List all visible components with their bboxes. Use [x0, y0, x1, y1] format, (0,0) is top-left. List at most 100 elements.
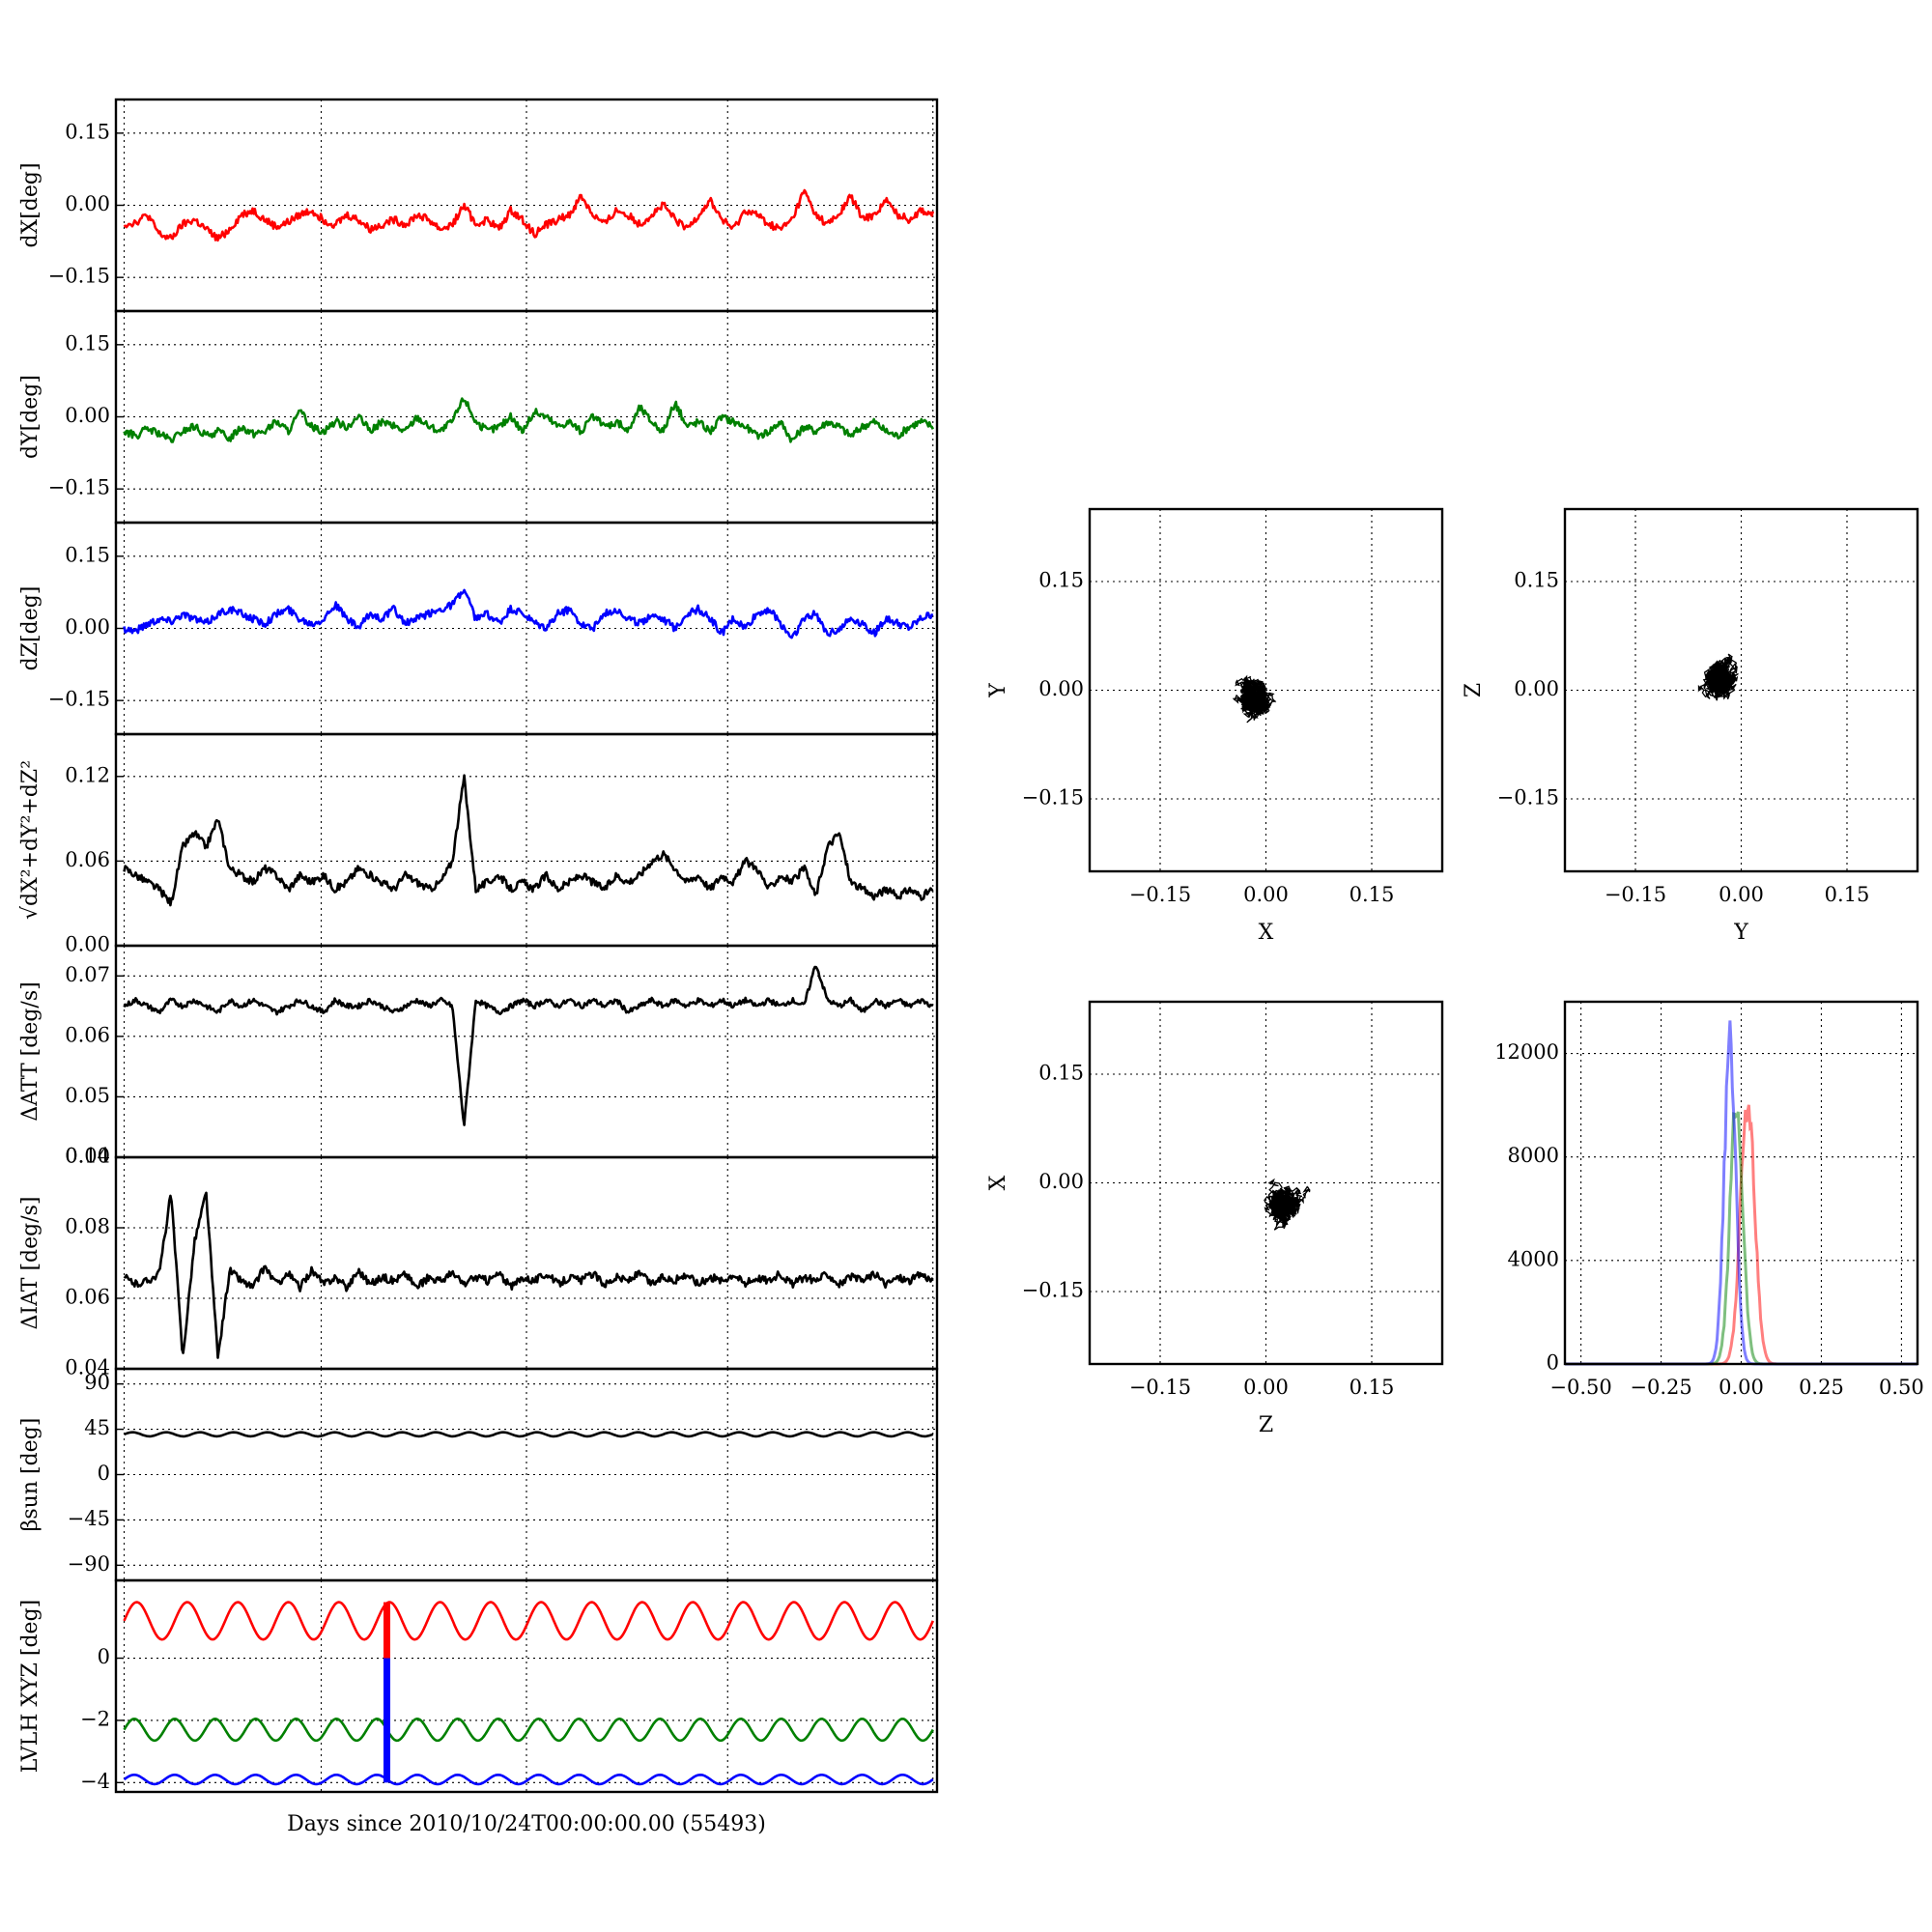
dr-ytick-label-1: 0.06 — [65, 848, 110, 871]
datt-ytick-label-3: 0.04 — [65, 1145, 110, 1168]
scatter_xy-xtick-label-0: −0.15 — [1129, 883, 1191, 906]
hist-ytick-label-0: 0 — [1547, 1351, 1559, 1375]
dx-ytick-label-1: 0.00 — [65, 192, 110, 215]
hist-ytick-label-1: 4000 — [1508, 1247, 1559, 1270]
lvlh-series-0-line — [123, 1601, 934, 1641]
lvlh-ytick-label-2: −4 — [80, 1770, 110, 1793]
beta-ytick-label-2: 0 — [98, 1462, 110, 1485]
scatter_zx-points — [1264, 1178, 1311, 1231]
dr-ytick-label-0: 0.12 — [65, 763, 110, 786]
dy-series-0-line — [123, 397, 934, 443]
dz-ytick-label-0: 0.15 — [65, 543, 110, 566]
shared-x-axis-label: Days since 2010/10/24T00:00:00.00 (55493… — [287, 1812, 766, 1836]
dy-ytick-label-1: 0.00 — [65, 404, 110, 427]
dz-ylabel: dZ[deg] — [18, 586, 43, 671]
dr-ylabel: √dX²+dY²+dZ² — [18, 760, 43, 920]
dx-ytick-label-2: −0.15 — [48, 265, 110, 288]
hist-xtick-label-0: −0.50 — [1549, 1376, 1611, 1399]
hist-frame — [1563, 1000, 1919, 1366]
lvlh-marker-blue — [384, 1658, 390, 1783]
hist-ytick-label-2: 8000 — [1508, 1144, 1559, 1167]
scatter_yz-xlabel: Y — [1733, 921, 1748, 945]
scatter_yz-ytick-label-2: 0.15 — [1514, 569, 1559, 592]
scatter_zx-xtick-label-1: 0.00 — [1243, 1376, 1289, 1399]
lvlh-frame — [114, 1578, 939, 1794]
panel-scatter_xy: −0.15 −0.15 0.00 0.00 0.15 0.15 X Y — [986, 507, 1444, 945]
beta-ytick-label-1: 45 — [84, 1416, 110, 1439]
scatter_zx-frame — [1088, 1000, 1444, 1366]
scatter_zx-ytick-label-1: 0.00 — [1038, 1170, 1084, 1193]
beta-ytick-label-0: 90 — [84, 1371, 110, 1394]
scatter_yz-frame — [1563, 507, 1919, 873]
scatter_yz-ytick-label-1: 0.00 — [1514, 677, 1559, 700]
lvlh-series-2-line — [123, 1774, 934, 1786]
beta-ytick-label-3: −45 — [68, 1507, 110, 1530]
scatter_xy-frame — [1088, 507, 1444, 873]
datt-series-0-line — [123, 965, 933, 1126]
panel-hist: −0.50 −0.25 0.00 0.25 0.50 0 4000 8000 12000 — [1494, 1000, 1924, 1399]
dz-ytick-label-1: 0.00 — [65, 615, 110, 639]
hist-ytick-label-3: 12000 — [1494, 1040, 1559, 1064]
scatter_yz-ylabel: Z — [1462, 683, 1486, 697]
diat-series-0-line — [123, 1191, 934, 1359]
beta-ytick-label-4: −90 — [68, 1552, 110, 1576]
dz-ytick-label-2: −0.15 — [48, 688, 110, 711]
dr-series-0-line — [123, 774, 934, 907]
datt-ytick-label-0: 0.07 — [65, 963, 110, 986]
dy-ytick-label-2: −0.15 — [48, 476, 110, 499]
scatter_xy-ytick-label-2: 0.15 — [1038, 569, 1084, 592]
diat-ytick-label-3: 0.04 — [65, 1356, 110, 1379]
diat-ytick-label-0: 0.10 — [65, 1145, 110, 1168]
lvlh-ytick-label-1: −2 — [80, 1707, 110, 1730]
dy-ytick-label-0: 0.15 — [65, 331, 110, 355]
dz-series-0-line — [123, 588, 934, 639]
scatter_yz-ytick-label-0: −0.15 — [1497, 786, 1559, 810]
scatter_yz-points — [1697, 653, 1739, 701]
lvlh-series-1-line — [123, 1718, 934, 1743]
dr-ytick-label-2: 0.00 — [65, 933, 110, 956]
scatter_zx-xtick-label-2: 0.15 — [1350, 1376, 1395, 1399]
beta-series-0-line — [124, 1431, 934, 1438]
dx-series-0-line — [123, 188, 935, 242]
datt-ytick-label-2: 0.05 — [65, 1084, 110, 1107]
panel-scatter_yz: −0.15 −0.15 0.00 0.00 0.15 0.15 Y Z — [1462, 507, 1919, 945]
hist-xtick-label-2: 0.00 — [1719, 1376, 1764, 1399]
lvlh-ytick-label-0: 0 — [98, 1645, 110, 1668]
scatter_xy-ylabel: Y — [986, 683, 1010, 698]
panel-diat: 0.10 0.08 0.06 0.04 ΔIAT [deg/s] — [18, 1145, 939, 1379]
scatter_yz-xtick-label-1: 0.00 — [1719, 883, 1764, 906]
dx-ytick-label-0: 0.15 — [65, 120, 110, 143]
panel-dr: 0.12 0.06 0.00 √dX²+dY²+dZ² — [18, 732, 939, 956]
scatter_xy-xtick-label-1: 0.00 — [1243, 883, 1289, 906]
scatter_yz-xtick-label-2: 0.15 — [1825, 883, 1870, 906]
datt-ylabel: ΔATT [deg/s] — [18, 981, 43, 1121]
scatter_zx-ylabel: X — [986, 1175, 1010, 1190]
hist-xtick-label-3: 0.25 — [1799, 1376, 1844, 1399]
scatter_xy-points — [1233, 674, 1277, 724]
diat-ylabel: ΔIAT [deg/s] — [18, 1197, 43, 1330]
hist-xtick-label-4: 0.50 — [1879, 1376, 1924, 1399]
scatter_zx-ytick-label-0: −0.15 — [1022, 1279, 1084, 1302]
diat-ytick-label-2: 0.06 — [65, 1286, 110, 1309]
scatter_yz-xtick-label-0: −0.15 — [1605, 883, 1666, 906]
panel-scatter_zx: −0.15 −0.15 0.00 0.00 0.15 0.15 Z X — [986, 1000, 1444, 1437]
scatter_xy-xtick-label-2: 0.15 — [1350, 883, 1395, 906]
scatter_zx-xlabel: Z — [1259, 1413, 1273, 1437]
lvlh-marker-red — [384, 1602, 390, 1659]
scatter_xy-xlabel: X — [1259, 921, 1274, 945]
scatter_zx-xtick-label-0: −0.15 — [1129, 1376, 1191, 1399]
panel-lvlh: 0 −2 −4 LVLH XYZ [deg] — [18, 1578, 939, 1794]
scatter_zx-ytick-label-2: 0.15 — [1038, 1062, 1084, 1085]
dy-ylabel: dY[deg] — [18, 375, 43, 459]
diat-ytick-label-1: 0.08 — [65, 1215, 110, 1238]
dx-ylabel: dX[deg] — [18, 162, 43, 247]
hist-xtick-label-1: −0.25 — [1630, 1376, 1691, 1399]
lvlh-ylabel: LVLH XYZ [deg] — [18, 1600, 43, 1774]
datt-ytick-label-1: 0.06 — [65, 1023, 110, 1046]
scatter_xy-ytick-label-0: −0.15 — [1022, 786, 1084, 810]
beta-ylabel: βsun [deg] — [18, 1418, 43, 1532]
panels: 0.150.00−0.15dX[deg]0.150.00−0.15dY[deg]… — [18, 98, 1924, 1794]
